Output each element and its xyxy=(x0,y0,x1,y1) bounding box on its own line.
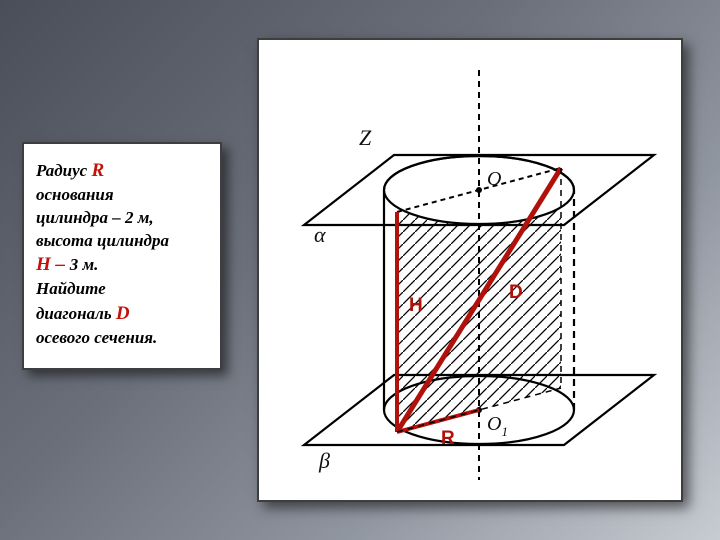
label-O: O xyxy=(487,168,501,190)
cylinder-diagram: Z O O1 α β xyxy=(259,40,681,500)
label-D: D xyxy=(509,282,523,304)
text-line-1: Радиус R xyxy=(36,158,208,184)
center-O-dot xyxy=(476,187,482,193)
text-radius-word: Радиус xyxy=(36,161,91,180)
text-line-4: высота цилиндра xyxy=(36,230,208,253)
slide-root: Радиус R основания цилиндра – 2 м, высот… xyxy=(0,0,720,540)
text-line-6: Найдите xyxy=(36,278,208,301)
text-line-2: основания xyxy=(36,184,208,207)
text-3m: 3 м. xyxy=(70,255,99,274)
text-R: R xyxy=(91,160,104,181)
label-Z: Z xyxy=(359,125,372,150)
diagram-container: Z O O1 α β H D R xyxy=(257,38,683,502)
label-H: H xyxy=(409,295,423,317)
text-line-3: цилиндра – 2 м, xyxy=(36,207,208,230)
problem-textbox: Радиус R основания цилиндра – 2 м, высот… xyxy=(22,142,222,370)
text-line-5: H – 3 м. xyxy=(36,252,208,278)
label-R: R xyxy=(441,428,455,450)
text-line-7: диагональ D xyxy=(36,301,208,327)
label-beta: β xyxy=(318,448,330,473)
text-diag-word: диагональ xyxy=(36,304,116,323)
text-D: D xyxy=(116,303,130,324)
label-alpha: α xyxy=(314,222,326,247)
text-H: H – xyxy=(36,254,70,275)
text-line-8: осевого сечения. xyxy=(36,327,208,350)
